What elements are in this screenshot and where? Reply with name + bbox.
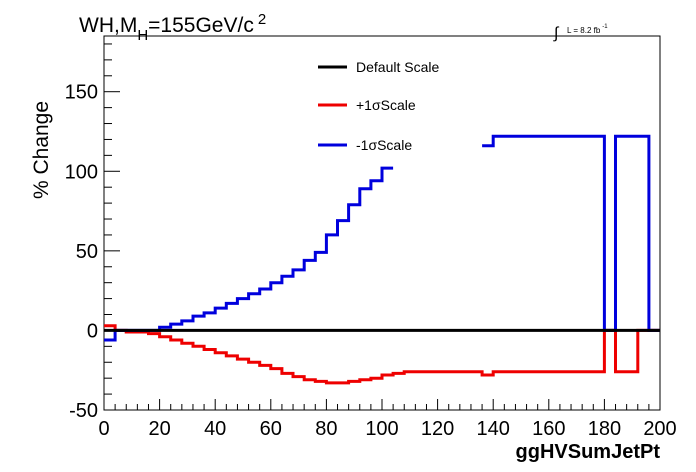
plot-frame [103, 35, 661, 411]
x-tick-label: 120 [421, 418, 454, 440]
x-tick-label: 20 [148, 418, 170, 440]
series-line--1-scale [104, 134, 660, 342]
lumi-label: L = 8.2 fb -1 [567, 24, 608, 35]
x-tick-label: 200 [643, 418, 676, 440]
legend-label-default: Default Scale [356, 59, 439, 75]
legend-label-minus1sigma: -1σScale [356, 137, 412, 153]
lumi-integral-symbol: ∫ [553, 25, 560, 42]
y-tick-label: -50 [69, 400, 98, 422]
plot-border [103, 35, 661, 411]
x-tick-label: 60 [260, 418, 282, 440]
x-tick-label: 80 [315, 418, 337, 440]
y-tick-label: 150 [65, 82, 98, 104]
x-tick-label: 160 [532, 418, 565, 440]
x-tick-label: 180 [588, 418, 621, 440]
y-tick-label: 50 [76, 241, 98, 263]
y-tick-label: 0 [87, 320, 98, 342]
series-layer [104, 134, 660, 385]
x-tick-label: 0 [98, 418, 109, 440]
y-tick-label: 100 [65, 161, 98, 183]
y-axis-title: % Change [30, 101, 53, 199]
chart-title: WH,MH=155GeV/c 2 [79, 11, 266, 44]
series-line--1-scale [104, 324, 660, 385]
x-tick-label: 100 [365, 418, 398, 440]
x-tick-label: 140 [477, 418, 510, 440]
x-axis-title: ggHVSumJetPt [516, 441, 661, 463]
legend-label-plus1sigma: +1σScale [356, 97, 416, 113]
legend: Default Scale +1σScale -1σScale [318, 59, 439, 153]
x-tick-label: 40 [204, 418, 226, 440]
